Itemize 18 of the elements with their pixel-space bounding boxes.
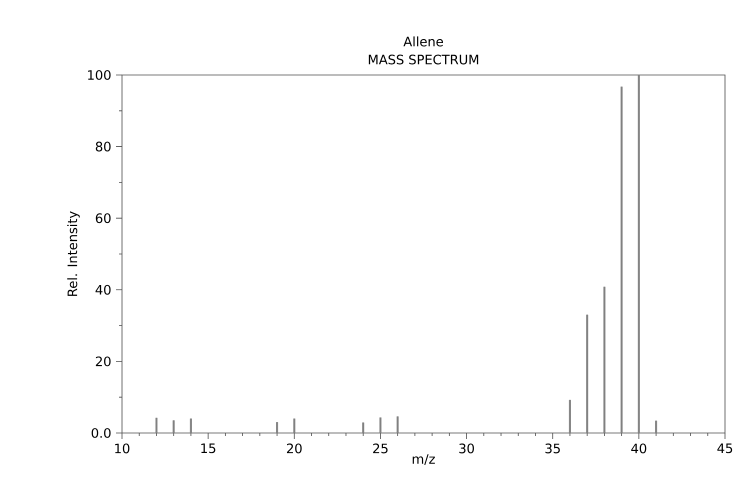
chart-title: Allene bbox=[403, 36, 443, 46]
x-tick-label: 45 bbox=[717, 444, 732, 454]
chart-subtitle: MASS SPECTRUM bbox=[368, 54, 478, 64]
x-axis-title: m/z bbox=[412, 454, 435, 465]
y-tick-label: 60 bbox=[96, 213, 111, 224]
x-tick-label: 30 bbox=[459, 444, 474, 454]
x-tick-label: 25 bbox=[373, 444, 388, 454]
y-axis-title: Rel. Intensity bbox=[67, 211, 80, 296]
y-tick-label: 20 bbox=[96, 356, 111, 366]
y-tick-label: 100 bbox=[88, 70, 111, 80]
y-tick-label: 0.0 bbox=[92, 428, 111, 438]
x-tick-label: 15 bbox=[201, 444, 216, 454]
y-tick-label: 40 bbox=[96, 284, 111, 295]
x-tick-label: 35 bbox=[545, 444, 560, 454]
x-tick-label: 20 bbox=[286, 444, 302, 454]
y-tick-label: 80 bbox=[96, 142, 111, 152]
x-tick-label: 10 bbox=[115, 444, 130, 454]
x-tick-label: 40 bbox=[631, 444, 646, 454]
